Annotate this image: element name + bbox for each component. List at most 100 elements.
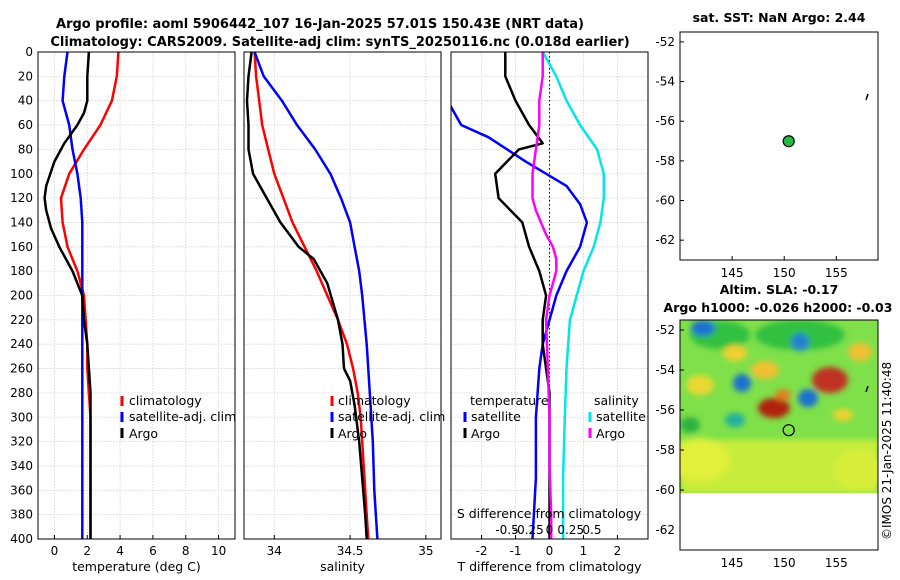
depth-tick-label: 300 [10,410,33,424]
s-tick-label: 0.5 [582,523,601,537]
sla-map-title-line2: Argo h1000: -0.026 h2000: -0.03 [664,300,893,315]
s-tick-label: -0.5 [495,523,518,537]
legend-title-temperature: temperature [470,393,549,408]
sst-map-ytick-label: -52 [655,35,675,49]
difference-panel: -2 -1 0 1 2T difference from climatology [450,51,649,574]
sst-map-frame [679,31,879,261]
sla-map-frame-outer [679,319,879,551]
depth-tick-label: 120 [10,191,33,205]
sla-map-xtick-label: 155 [825,556,848,570]
difference-xlabel: T difference from climatology [456,559,642,574]
temperature-plot-area [38,52,235,539]
temperature-xlabel: temperature (deg C) [72,559,201,574]
salinity-frame [243,51,442,540]
difference-series-s-argo [531,52,558,539]
sst-map-title: sat. SST: NaN Argo: 2.44 [693,10,866,25]
depth-tick-label: 100 [10,167,33,181]
depth-tick-label: 40 [18,94,33,108]
difference-legend: temperature satellite Argo salinity sate… [463,393,646,441]
difference-tick-label: -2 [476,544,488,558]
salinity-series-climatology [253,52,370,539]
salinity-series-argo [245,52,368,539]
figure-title-line1: Argo profile: aoml 5906442_107 16-Jan-20… [56,17,584,32]
depth-tick-label: 260 [10,362,33,376]
salinity-legend: climatology satellite-adj. clim Argo [330,393,445,441]
temperature-legend: climatology satellite-adj. clim Argo [120,393,236,441]
sst-map: 145 150 155 -52 -54 -56 -58 -60 -62 [655,31,879,280]
salinity-series-satellite-adj-clim [253,52,379,539]
s-tick-label: 0.25 [557,523,584,537]
depth-tick-label: 160 [10,240,33,254]
sla-heatmap [680,320,878,493]
sla-map-ytick-label: -58 [655,443,675,457]
temperature-series-satellite-adj-clim [61,52,84,539]
s-tick-label: -0.25 [513,523,544,537]
sla-map-xtick-label: 150 [773,556,796,570]
depth-tick-label: 180 [10,264,33,278]
sla-field [680,320,878,493]
sla-map-ytick-label: -52 [655,323,675,337]
salinity-tick-label: 35 [418,544,433,558]
sla-map-ytick-label: -60 [655,483,675,497]
sst-map-plot-area [680,32,878,260]
difference-series-s-satellite [541,52,606,539]
sst-map-ytick-label: -54 [655,75,675,89]
depth-axis: 0 20 40 60 80 100 120 140 160 180 200 220 240 260 280 3… [10,45,33,546]
argo-position-marker [782,424,795,437]
legend-label-climatology: climatology [338,393,411,408]
sla-map-xtick-label: 145 [721,556,744,570]
legend-label-argo: Argo [338,426,367,441]
depth-tick-label: 200 [10,289,33,303]
salinity-tick-label: 34.5 [337,544,364,558]
sst-map-ytick-label: -60 [655,194,675,208]
s-tick-label: 0 [546,523,554,537]
legend-label-s-satellite: satellite [596,409,646,424]
legend-label-s-argo: Argo [596,426,625,441]
salinity-panel: 34 34.5 35 salinity [243,51,442,574]
temperature-panel: 0 2 4 6 8 10 temperature (deg C) [37,51,236,574]
argo-position-marker [782,135,795,148]
depth-tick-label: 360 [10,483,33,497]
depth-tick-label: 80 [18,142,33,156]
difference-tick-label: 1 [580,544,588,558]
sla-coast-fragment [865,385,869,393]
difference-frame [450,51,649,540]
watermark: ©IMOS 21-Jan-2025 11:40:48 [880,362,894,540]
sla-map-title-line1: Altim. SLA: -0.17 [720,282,839,297]
depth-tick-label: 240 [10,337,33,351]
sst-map-xtick-label: 150 [773,266,796,280]
difference-tick-label: 0 [546,544,554,558]
legend-label-t-satellite: satellite [471,409,521,424]
temperature-tick-label: 10 [211,544,226,558]
depth-tick-label: 220 [10,313,33,327]
legend-label-argo: Argo [129,426,158,441]
depth-tick-label: 60 [18,118,33,132]
temperature-tick-label: 2 [83,544,91,558]
depth-tick-label: 280 [10,386,33,400]
depth-tick-label: 380 [10,508,33,522]
salinity-tick-label: 34 [267,544,282,558]
sst-map-xtick-label: 145 [721,266,744,280]
temperature-tick-label: 4 [116,544,124,558]
sst-map-xtick-label: 155 [825,266,848,280]
depth-tick-label: 320 [10,435,33,449]
sst-coast-fragment [865,93,869,101]
salinity-xlabel: salinity [320,559,365,574]
temperature-series-argo [43,52,92,539]
s-difference-label: S difference from climatology [457,506,642,521]
sla-map-ytick-label: -56 [655,403,675,417]
depth-tick-label: 400 [10,532,33,546]
sla-map: 145 150 155 -52 -54 -56 -58 -60 -62 [655,319,879,570]
depth-tick-label: 340 [10,459,33,473]
sst-map-ytick-label: -56 [655,114,675,128]
sla-map-ytick-label: -54 [655,363,675,377]
sla-map-ytick-label: -62 [655,523,675,537]
legend-label-climatology: climatology [129,393,202,408]
temperature-frame [37,51,236,540]
s-difference-ticks: -0.5-0.25 0 0.250.5 [495,523,601,537]
legend-title-salinity: salinity [594,393,639,408]
difference-series-t-satellite [451,104,589,539]
legend-label-satellite: satellite-adj. clim [129,409,236,424]
temperature-tick-label: 6 [149,544,157,558]
